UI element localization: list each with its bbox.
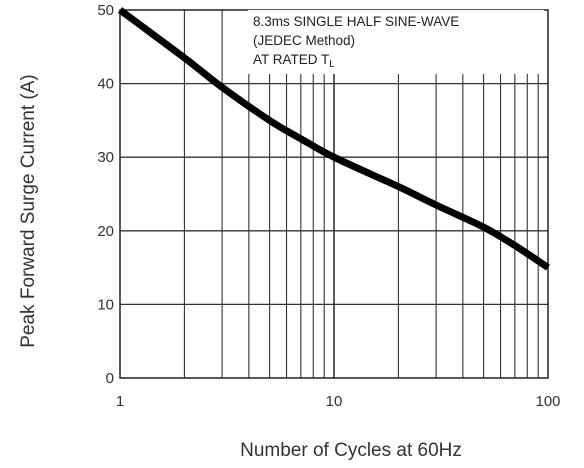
- y-tick-label: 0: [106, 370, 114, 387]
- annotation-line-1: 8.3ms SINGLE HALF SINE-WAVE: [253, 14, 459, 29]
- annotation-line-3-subscript: L: [329, 59, 335, 70]
- annotation-line-3-main: AT RATED T: [253, 52, 329, 67]
- x-axis-label: Number of Cycles at 60Hz: [240, 440, 462, 461]
- y-tick-label: 50: [97, 2, 114, 19]
- y-tick-label: 20: [97, 223, 114, 240]
- x-tick-label: 1: [116, 393, 124, 410]
- annotation-line-2: (JEDEC Method): [253, 33, 355, 48]
- tick-labels: 0 10 20 30 40 50 1 10 100: [97, 2, 560, 410]
- x-tick-label: 10: [326, 393, 343, 410]
- y-tick-label: 40: [97, 76, 114, 93]
- y-axis-label: Peak Forward Surge Current (A): [18, 74, 39, 348]
- y-tick-label: 30: [97, 149, 114, 166]
- annotation-background: [248, 10, 544, 74]
- annotation-line-3: AT RATED TL: [253, 52, 335, 70]
- series-layer: [117, 7, 550, 271]
- y-tick-label: 10: [97, 296, 114, 313]
- x-tick-label: 100: [535, 393, 560, 410]
- surge-current-curve: [117, 7, 550, 271]
